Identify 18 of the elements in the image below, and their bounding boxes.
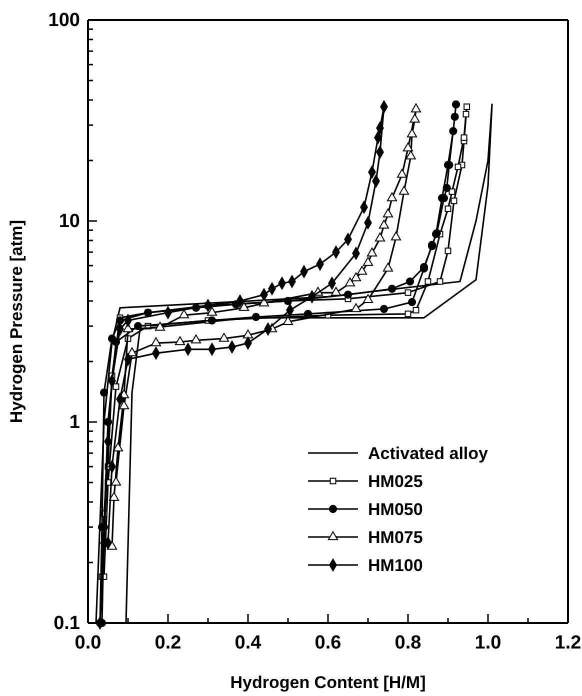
legend-label: HM025	[368, 472, 423, 491]
x-tick-label: 0.2	[154, 632, 182, 654]
y-axis-title: Hydrogen Pressure [atm]	[7, 220, 26, 424]
y-tick-label: 100	[48, 10, 80, 32]
y-tick-label: 1	[69, 412, 80, 434]
y-tick-label: 10	[58, 211, 80, 232]
x-axis-title: Hydrogen Content [H/M]	[230, 673, 426, 692]
legend-label: Activated alloy	[368, 444, 489, 463]
x-tick-label: 0.8	[394, 632, 422, 654]
x-tick-label: 1.2	[554, 632, 582, 654]
y-tick-label: 0.1	[54, 613, 80, 634]
legend-label: HM050	[368, 500, 423, 519]
x-tick-label: 0.0	[74, 632, 102, 654]
x-tick-label: 0.6	[314, 632, 342, 654]
x-tick-label: 0.4	[234, 632, 262, 654]
legend-label: HM100	[368, 556, 423, 575]
x-tick-label: 1.0	[474, 632, 502, 654]
legend-label: HM075	[368, 528, 423, 547]
